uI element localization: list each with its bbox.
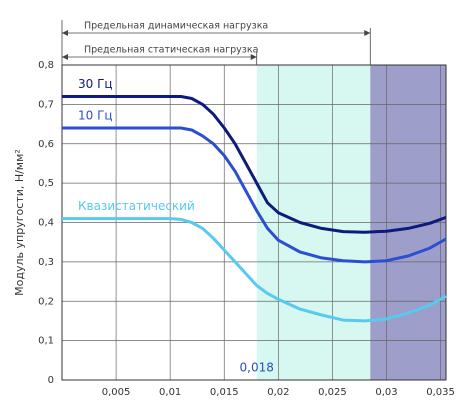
grid-layer <box>61 20 447 381</box>
annotation: Предельная динамическая нагрузка <box>84 21 268 32</box>
series-line <box>62 95 447 234</box>
x-tick-label: 0,03 <box>375 387 397 398</box>
x-tick-label: 0,01 <box>159 387 181 398</box>
y-tick-label: 0,2 <box>38 296 54 307</box>
y-tick-label: 0 <box>48 375 54 386</box>
y-tick-label: 0,3 <box>38 257 54 268</box>
arrow-head <box>364 30 371 36</box>
text-layer: 0,018 0 0,1 0,2 0,3 0,4 0,5 0,6 0,7 0,8 0,005 0,01 0… <box>13 21 455 399</box>
series-line <box>62 126 447 264</box>
x-tick-label: 0,005 <box>102 387 131 398</box>
y-tick-label: 0,6 <box>38 139 54 150</box>
y-tick-label: 0,5 <box>38 178 54 189</box>
plot-frame <box>61 64 447 381</box>
annotation: Предельная статическая нагрузка <box>84 45 258 56</box>
y-axis-label: Модуль упругости, Н/мм² <box>13 149 26 296</box>
y-tick-label: 0,4 <box>38 218 54 229</box>
y-tick-label: 0,1 <box>38 336 54 347</box>
region-label: 0,018 <box>240 361 274 375</box>
x-tick-label: 0,035 <box>426 387 455 398</box>
arrow-head <box>62 30 68 36</box>
line-layer <box>62 95 447 323</box>
arrow-head <box>250 54 257 60</box>
series-line <box>62 217 447 323</box>
y-tick-label: 0,8 <box>38 60 54 71</box>
arrow-head <box>62 54 68 60</box>
x-tick-label: 0,02 <box>267 387 289 398</box>
series-label: 10 Гц <box>78 109 113 123</box>
y-tick-label: 0,7 <box>38 99 54 110</box>
x-tick-label: 0,025 <box>318 387 347 398</box>
x-tick-label: 0,015 <box>210 387 239 398</box>
series-label: Квазистатический <box>78 199 195 213</box>
series-label: 30 Гц <box>78 77 113 91</box>
